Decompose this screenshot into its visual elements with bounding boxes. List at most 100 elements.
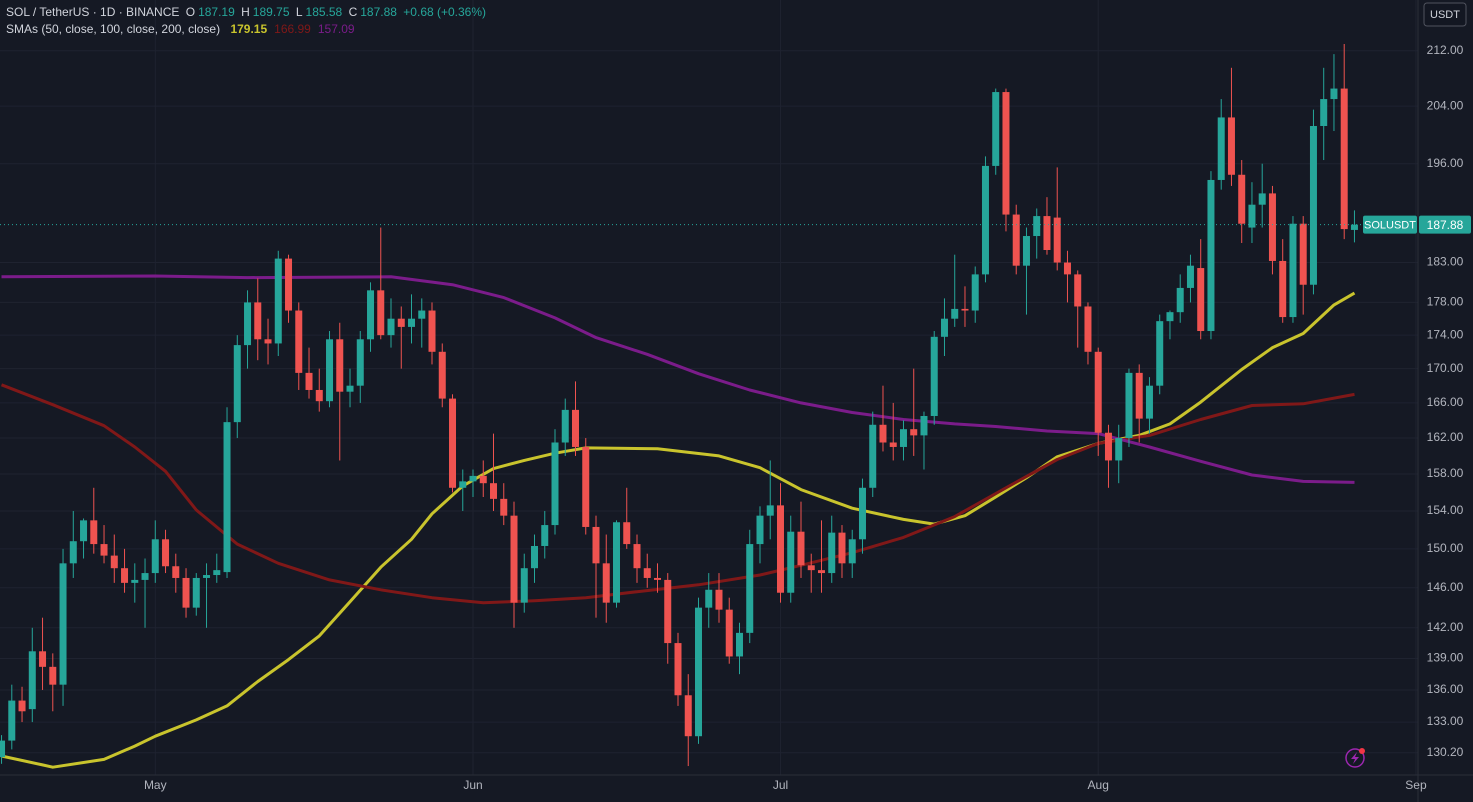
candle-body: [387, 318, 395, 336]
candle-body: [674, 643, 682, 696]
candle-body: [561, 409, 569, 443]
axes: 212.00 204.00 196.00 183.00 178.00 174.00 170.…: [144, 43, 1464, 792]
candle-body: [1217, 117, 1225, 180]
currency-button[interactable]: [1423, 2, 1467, 27]
candle-body: [80, 520, 88, 542]
candle-body: [0, 740, 6, 758]
candle-body: [1279, 260, 1287, 318]
candle-body: [828, 532, 836, 574]
candle-body: [930, 336, 938, 416]
y-tick-label: 196.00: [1427, 156, 1464, 170]
candle-body: [633, 544, 641, 569]
alert-icon[interactable]: [1345, 748, 1365, 768]
candle-body: [418, 310, 426, 319]
candle-body: [305, 372, 313, 390]
y-tick-label: 158.00: [1427, 466, 1464, 480]
candle-body: [59, 563, 67, 685]
candle-body: [336, 339, 344, 392]
candle-body: [39, 651, 47, 667]
candle-body: [940, 318, 948, 337]
candle-body: [807, 565, 815, 571]
candle-body: [315, 389, 323, 402]
candle-body: [1309, 126, 1317, 285]
indicator-value: 166.99: [274, 22, 311, 36]
candle-body: [694, 607, 702, 737]
candle-body: [1340, 88, 1348, 230]
y-tick-label: 178.00: [1427, 295, 1464, 309]
candle-body: [18, 700, 26, 712]
candle-body: [1299, 223, 1307, 285]
candle-body: [49, 666, 57, 685]
candle-body: [602, 563, 610, 603]
candle-body: [244, 302, 252, 346]
candle-body: [428, 310, 436, 352]
plot-area: [0, 43, 1418, 769]
candle-body: [1104, 432, 1112, 461]
candle-body: [920, 415, 928, 436]
candle-body: [1207, 179, 1215, 332]
y-tick-label: 204.00: [1427, 98, 1464, 112]
currency-label[interactable]: USDT: [1430, 9, 1460, 21]
indicator-values: 179.15 166.99 157.09: [226, 22, 357, 36]
candle-body: [776, 505, 784, 593]
candle-body: [182, 577, 190, 608]
candle-body: [500, 498, 508, 516]
candle-body: [1115, 438, 1123, 461]
y-tick-label: 139.00: [1427, 651, 1464, 665]
candle-body: [151, 539, 159, 574]
ohlc-key: O: [185, 5, 196, 19]
candle-body: [1094, 351, 1102, 433]
candle-body: [192, 577, 200, 608]
candle-body: [817, 570, 825, 574]
candle-body: [1350, 224, 1358, 230]
candle-body: [1022, 236, 1030, 266]
y-tick-label: 150.00: [1427, 541, 1464, 555]
indicator-value: 179.15: [230, 22, 268, 36]
candle-body: [1084, 306, 1092, 352]
candle-body: [121, 568, 129, 583]
symbol-tag: SOLUSDT: [1364, 220, 1416, 232]
candle-body: [838, 532, 846, 564]
candle-body: [172, 566, 180, 578]
candle-body: [910, 429, 918, 436]
candle-body: [1330, 88, 1338, 100]
candle-body: [582, 446, 590, 527]
candle-body: [469, 475, 477, 482]
x-tick-label: Aug: [1088, 778, 1109, 792]
x-tick-label: May: [144, 778, 167, 792]
candle-body: [397, 318, 405, 327]
candle-body: [90, 520, 98, 545]
candle-body: [951, 308, 959, 319]
y-tick-label: 136.00: [1427, 682, 1464, 696]
y-tick-label: 154.00: [1427, 503, 1464, 517]
y-tick-label: 162.00: [1427, 430, 1464, 444]
candle-body: [1186, 265, 1194, 288]
candle-body: [1033, 216, 1041, 237]
candle-body: [653, 577, 661, 580]
candle-body: [746, 544, 754, 633]
candle-body: [612, 522, 620, 603]
candle-body: [1166, 312, 1174, 322]
indicator-legend: SMAs (50, close, 100, close, 200, close)…: [6, 22, 361, 36]
y-tick-label: 133.00: [1427, 714, 1464, 728]
candle-body: [449, 398, 457, 488]
candle-body: [8, 700, 16, 741]
candle-body: [377, 290, 385, 336]
candle-body: [756, 515, 764, 545]
candle-body: [254, 302, 262, 340]
symbol-tag-box: [1363, 215, 1417, 234]
ohlc-key: L: [295, 5, 303, 19]
candle-body: [1002, 92, 1010, 215]
candle-body: [889, 442, 897, 447]
candle-body: [572, 409, 580, 447]
y-tick-label: 166.00: [1427, 395, 1464, 409]
candle-body: [725, 609, 733, 657]
candle-body: [1258, 193, 1266, 205]
price-change: +0.68 (+0.36%): [403, 5, 487, 19]
candle-body: [141, 573, 149, 580]
candle-body: [551, 442, 559, 526]
candle-body: [69, 541, 77, 564]
candle-body: [28, 651, 36, 710]
indicator-title: SMAs (50, close, 100, close, 200, close): [6, 22, 221, 36]
